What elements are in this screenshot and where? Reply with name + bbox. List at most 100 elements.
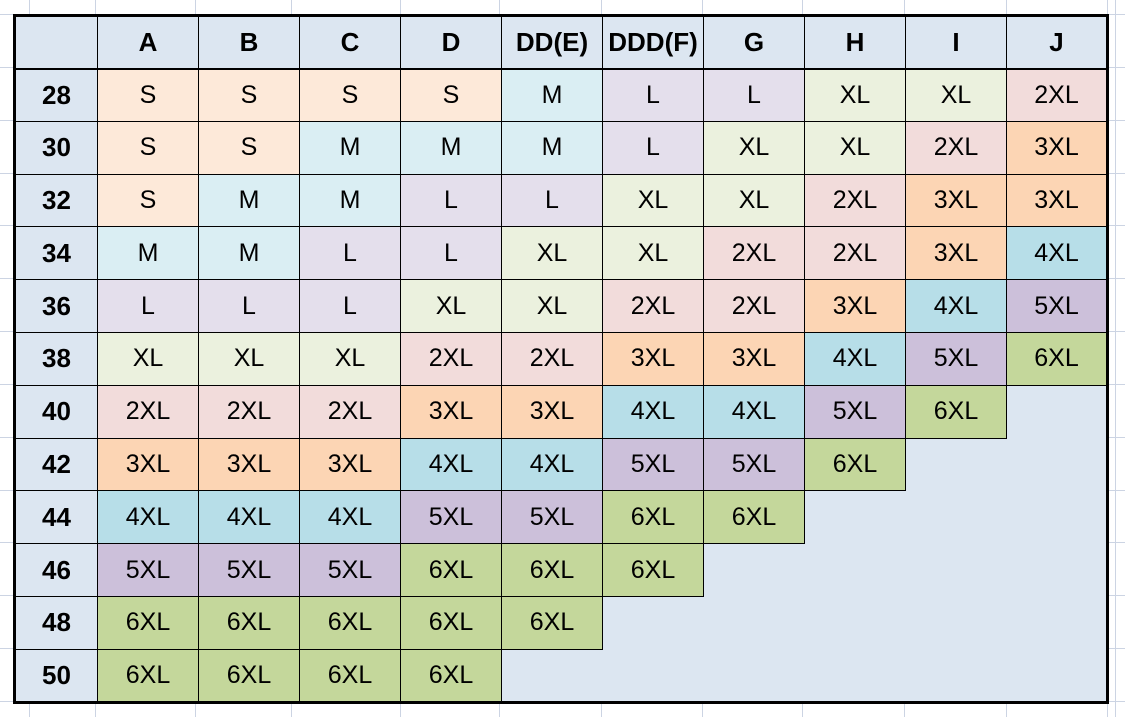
size-cell[interactable]: 3XL (602, 331, 704, 386)
size-cell[interactable]: S (97, 68, 199, 122)
column-header[interactable]: C (299, 15, 401, 70)
size-cell[interactable]: M (299, 173, 401, 228)
empty-cell[interactable] (1006, 596, 1108, 650)
size-cell[interactable]: M (299, 120, 401, 175)
size-cell[interactable]: S (97, 120, 199, 175)
empty-cell[interactable] (905, 490, 1007, 544)
size-cell[interactable]: 3XL (400, 384, 502, 439)
empty-cell[interactable] (804, 596, 906, 650)
size-cell[interactable]: 5XL (299, 543, 401, 597)
size-cell[interactable]: 3XL (1006, 120, 1108, 175)
band-label[interactable]: 36 (14, 279, 98, 333)
band-label[interactable]: 34 (14, 226, 98, 281)
empty-cell[interactable] (602, 596, 704, 650)
size-cell[interactable]: 4XL (299, 490, 401, 545)
size-cell[interactable]: 6XL (400, 543, 502, 597)
size-cell[interactable]: XL (501, 226, 603, 281)
size-cell[interactable]: 3XL (804, 279, 906, 333)
size-cell[interactable]: M (400, 120, 502, 175)
empty-cell[interactable] (602, 649, 704, 703)
size-cell[interactable]: 2XL (602, 279, 704, 333)
band-label[interactable]: 30 (14, 120, 98, 175)
column-header[interactable]: A (97, 15, 199, 70)
empty-cell[interactable] (1006, 543, 1108, 597)
size-cell[interactable]: 4XL (602, 384, 704, 439)
band-label[interactable]: 46 (14, 543, 98, 597)
size-cell[interactable]: M (198, 173, 300, 228)
size-cell[interactable]: 4XL (1006, 226, 1108, 281)
size-cell[interactable]: 4XL (400, 437, 502, 492)
size-cell[interactable]: 2XL (299, 384, 401, 439)
size-cell[interactable]: 6XL (299, 595, 401, 650)
size-cell[interactable]: 2XL (804, 173, 906, 228)
size-cell[interactable]: XL (804, 68, 906, 122)
size-cell[interactable]: S (198, 68, 300, 122)
empty-cell[interactable] (1006, 438, 1108, 491)
empty-cell[interactable] (804, 649, 906, 703)
size-cell[interactable]: 2XL (905, 120, 1007, 175)
size-cell[interactable]: 3XL (299, 437, 401, 492)
band-label[interactable]: 32 (14, 173, 98, 228)
size-cell[interactable]: L (501, 173, 603, 228)
size-cell[interactable]: XL (905, 68, 1007, 122)
empty-cell[interactable] (804, 543, 906, 597)
size-cell[interactable]: 6XL (198, 648, 300, 703)
size-cell[interactable]: 5XL (400, 490, 502, 545)
size-cell[interactable]: XL (299, 331, 401, 386)
band-label[interactable]: 28 (14, 68, 98, 122)
size-cell[interactable]: 6XL (501, 595, 603, 650)
size-cell[interactable]: 6XL (804, 437, 906, 492)
size-cell[interactable]: 5XL (1006, 279, 1108, 333)
empty-cell[interactable] (1006, 649, 1108, 703)
corner-cell[interactable] (14, 15, 98, 70)
size-cell[interactable]: L (703, 68, 805, 122)
size-cell[interactable]: S (400, 68, 502, 122)
size-cell[interactable]: XL (198, 331, 300, 386)
size-cell[interactable]: 3XL (1006, 173, 1108, 228)
empty-cell[interactable] (703, 543, 805, 597)
size-cell[interactable]: 6XL (703, 490, 805, 545)
size-cell[interactable]: M (198, 226, 300, 281)
size-cell[interactable]: XL (804, 120, 906, 175)
size-cell[interactable]: 3XL (97, 437, 199, 492)
size-cell[interactable]: XL (703, 120, 805, 175)
size-cell[interactable]: M (501, 120, 603, 175)
size-cell[interactable]: 2XL (501, 331, 603, 386)
size-cell[interactable]: 4XL (804, 331, 906, 386)
column-header[interactable]: DD(E) (501, 15, 603, 70)
size-cell[interactable]: 2XL (400, 331, 502, 386)
size-cell[interactable]: 2XL (97, 384, 199, 439)
empty-cell[interactable] (905, 596, 1007, 650)
size-cell[interactable]: 5XL (703, 437, 805, 492)
column-header[interactable]: J (1006, 15, 1108, 70)
size-cell[interactable]: S (299, 68, 401, 122)
size-cell[interactable]: 2XL (703, 226, 805, 281)
size-cell[interactable]: 6XL (97, 595, 199, 650)
size-cell[interactable]: 3XL (905, 173, 1007, 228)
size-cell[interactable]: L (400, 173, 502, 228)
size-cell[interactable]: 6XL (299, 648, 401, 703)
empty-cell[interactable] (905, 438, 1007, 491)
size-cell[interactable]: XL (602, 226, 704, 281)
size-cell[interactable]: XL (97, 331, 199, 386)
size-cell[interactable]: 2XL (804, 226, 906, 281)
size-cell[interactable]: 2XL (1006, 68, 1108, 122)
size-cell[interactable]: 5XL (501, 490, 603, 545)
size-cell[interactable]: XL (602, 173, 704, 228)
size-cell[interactable]: 6XL (1006, 331, 1108, 386)
size-cell[interactable]: L (97, 279, 199, 333)
size-cell[interactable]: XL (400, 279, 502, 333)
size-cell[interactable]: 5XL (602, 437, 704, 492)
column-header[interactable]: DDD(F) (602, 15, 704, 70)
size-cell[interactable]: 4XL (905, 279, 1007, 333)
size-cell[interactable]: 4XL (703, 384, 805, 439)
size-cell[interactable]: 6XL (501, 543, 603, 597)
empty-cell[interactable] (1006, 490, 1108, 544)
column-header[interactable]: B (198, 15, 300, 70)
empty-cell[interactable] (703, 649, 805, 703)
size-cell[interactable]: 6XL (602, 490, 704, 545)
empty-cell[interactable] (905, 543, 1007, 597)
size-cell[interactable]: 2XL (703, 279, 805, 333)
size-cell[interactable]: L (299, 226, 401, 281)
size-cell[interactable]: 3XL (703, 331, 805, 386)
